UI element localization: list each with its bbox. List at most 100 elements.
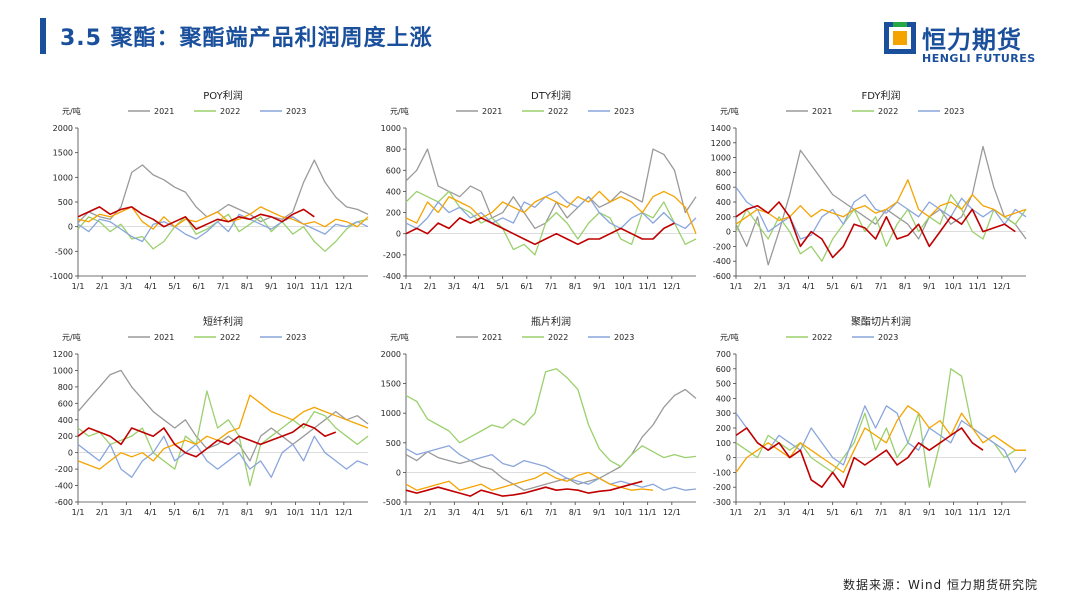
x-tick-label: 4/1 — [802, 508, 815, 517]
legend-label: 2022 — [220, 333, 240, 342]
x-tick-label: 11/1 — [311, 282, 329, 291]
x-tick-label: 1/1 — [72, 508, 85, 517]
y-tick-label: 500 — [386, 439, 401, 448]
y-tick-label: -500 — [383, 498, 401, 507]
series-line-2024 — [405, 471, 654, 491]
x-tick-label: 5/1 — [496, 508, 509, 517]
x-tick-label: 9/1 — [593, 282, 606, 291]
y-tick-label: 2000 — [381, 350, 401, 359]
x-tick-label: 11/1 — [969, 282, 987, 291]
legend-label: 2023 — [614, 107, 634, 116]
series-line-2025 — [77, 423, 337, 458]
y-tick-label: 400 — [58, 416, 73, 425]
legend-label: 2021 — [154, 107, 174, 116]
x-tick-label: 6/1 — [520, 508, 533, 517]
x-tick-label: 4/1 — [144, 508, 157, 517]
y-tick-label: 0 — [68, 449, 73, 458]
legend-label: 2023 — [286, 333, 306, 342]
y-tick-label: 500 — [716, 380, 731, 389]
series-line-2024 — [405, 190, 697, 234]
legend-label: 2022 — [878, 107, 898, 116]
y-tick-label: 1000 — [711, 154, 731, 163]
page-title: 3.5 聚酯：聚酯端产品利润周度上涨 — [60, 26, 433, 51]
series-line-2023 — [735, 405, 1027, 474]
x-tick-label: 1/1 — [72, 282, 85, 291]
y-tick-label: 200 — [716, 424, 731, 433]
chart-title: 瓶片利润 — [531, 315, 571, 328]
x-tick-label: 7/1 — [875, 282, 888, 291]
x-tick-label: 12/1 — [663, 508, 681, 517]
x-tick-label: 10/1 — [287, 282, 305, 291]
x-tick-label: 7/1 — [217, 508, 230, 517]
x-tick-label: 5/1 — [496, 282, 509, 291]
legend-label: 2021 — [482, 107, 502, 116]
x-tick-label: 8/1 — [569, 508, 582, 517]
x-tick-label: 8/1 — [899, 282, 912, 291]
y-tick-label: 400 — [386, 187, 401, 196]
legend-label: 2022 — [548, 333, 568, 342]
legend-label: 2023 — [286, 107, 306, 116]
x-tick-label: 12/1 — [335, 508, 353, 517]
legend-label: 2022 — [548, 107, 568, 116]
y-tick-label: 1200 — [711, 139, 731, 148]
x-tick-label: 10/1 — [945, 282, 963, 291]
y-tick-label: -400 — [55, 482, 73, 491]
data-source-note: 数据来源：Wind 恒力期货研究院 — [843, 578, 1038, 592]
y-tick-label: 200 — [386, 209, 401, 218]
legend-label: 2023 — [944, 107, 964, 116]
y-tick-label: 200 — [716, 213, 731, 222]
y-tick-label: 600 — [58, 399, 73, 408]
chart-title: 聚酯切片利润 — [851, 315, 911, 328]
x-tick-label: 9/1 — [593, 508, 606, 517]
x-tick-label: 11/1 — [639, 282, 657, 291]
y-unit-label: 元/吨 — [62, 106, 81, 116]
series-line-2022 — [405, 368, 697, 468]
y-tick-label: 400 — [716, 394, 731, 403]
y-tick-label: 2000 — [53, 124, 73, 133]
y-unit-label: 元/吨 — [390, 106, 409, 116]
series-line-2025 — [77, 206, 315, 230]
y-unit-label: 元/吨 — [62, 332, 81, 342]
y-tick-label: -500 — [55, 247, 73, 256]
x-tick-label: 1/1 — [730, 508, 743, 517]
series-line-2022 — [77, 390, 369, 487]
x-tick-label: 1/1 — [400, 508, 413, 517]
x-tick-label: 10/1 — [287, 508, 305, 517]
y-tick-label: 800 — [386, 145, 401, 154]
x-tick-label: 2/1 — [424, 282, 437, 291]
series-line-2025 — [735, 427, 984, 488]
y-tick-label: 1500 — [53, 149, 73, 158]
y-tick-label: 1200 — [53, 350, 73, 359]
x-tick-label: 10/1 — [615, 282, 633, 291]
y-tick-label: 800 — [716, 168, 731, 177]
y-tick-label: -100 — [713, 468, 731, 477]
series-line-2024 — [77, 394, 369, 470]
x-tick-label: 5/1 — [168, 508, 181, 517]
series-line-2025 — [405, 217, 675, 246]
x-tick-label: 7/1 — [545, 282, 558, 291]
chart-title: DTY利润 — [531, 89, 571, 102]
series-line-2021 — [735, 145, 1027, 266]
x-tick-label: 8/1 — [241, 508, 254, 517]
series-line-2024 — [735, 405, 1026, 474]
chart-title: 短纤利润 — [203, 315, 243, 328]
legend-label: 2021 — [482, 333, 502, 342]
x-tick-label: 2/1 — [754, 282, 767, 291]
y-tick-label: 600 — [716, 365, 731, 374]
legend-label: 2023 — [614, 333, 634, 342]
x-tick-label: 4/1 — [144, 282, 157, 291]
y-tick-label: 0 — [726, 454, 731, 463]
x-tick-label: 3/1 — [778, 508, 791, 517]
x-tick-label: 6/1 — [192, 508, 205, 517]
y-tick-label: 1000 — [381, 409, 401, 418]
x-tick-label: 8/1 — [569, 282, 582, 291]
y-unit-label: 元/吨 — [720, 106, 739, 116]
series-line-2024 — [77, 206, 369, 230]
series-line-2021 — [405, 388, 697, 491]
x-tick-label: 2/1 — [96, 282, 109, 291]
y-tick-label: -600 — [55, 498, 73, 507]
title-accent-bar — [40, 18, 46, 54]
x-tick-label: 12/1 — [663, 282, 681, 291]
x-tick-label: 10/1 — [945, 508, 963, 517]
